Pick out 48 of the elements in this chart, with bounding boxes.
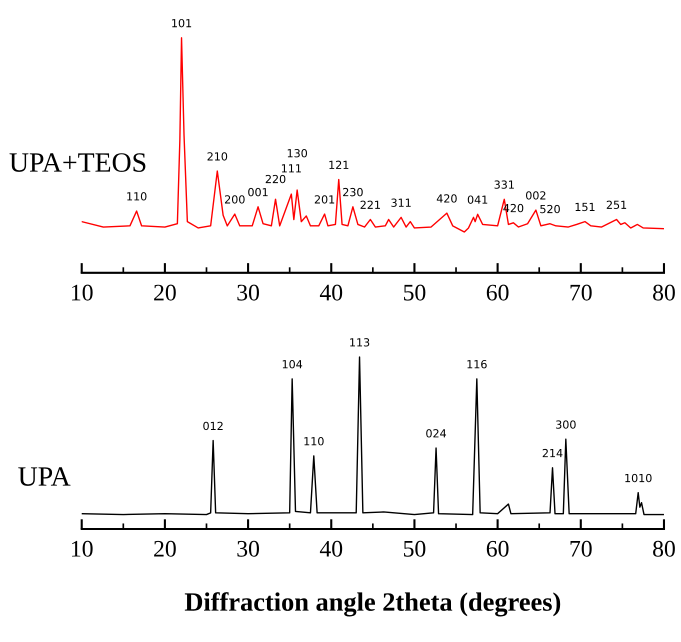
annotation: 113 — [350, 338, 370, 347]
annotation: 101 — [172, 18, 192, 28]
x-tick-label: 50 — [404, 284, 426, 301]
x-tick-label: 70 — [570, 540, 592, 557]
x-tick-label: 60 — [486, 540, 509, 557]
annotation: 201 — [314, 195, 334, 204]
x-axis-title: Diffraction angle 2theta (degrees) — [184, 592, 560, 616]
x-tick-label: 70 — [570, 284, 592, 301]
x-tick-label: 80 — [653, 540, 675, 557]
annotation: 311 — [391, 198, 411, 207]
x-tick-label: 80 — [653, 284, 675, 301]
annotation: 012 — [203, 422, 223, 430]
x-tick-label: 30 — [237, 284, 259, 301]
annotation: 230 — [343, 188, 363, 196]
annotation: 104 — [282, 360, 302, 368]
annotation: 520 — [540, 204, 560, 214]
x-tick-label: 20 — [154, 284, 176, 301]
series-label: UPA — [18, 467, 71, 486]
x-tick-label: 40 — [320, 284, 342, 301]
annotation: 130 — [288, 149, 308, 158]
annotation: 041 — [468, 195, 488, 204]
annotation: 121 — [329, 160, 348, 169]
x-tick-label: 40 — [320, 540, 342, 557]
annotation: 110 — [127, 192, 146, 201]
annotation: 1010 — [625, 474, 652, 482]
x-tick-label: 10 — [72, 540, 93, 557]
annotation: 151 — [576, 202, 595, 212]
annotation: 220 — [266, 174, 286, 184]
annotation: 420 — [436, 194, 457, 203]
x-tick-label: 60 — [486, 284, 509, 301]
x-tick-label: 20 — [154, 540, 176, 557]
annotation: 001 — [248, 188, 268, 196]
annotation: 002 — [526, 191, 546, 200]
annotation: 221 — [360, 200, 380, 209]
x-tick-label: 50 — [404, 540, 426, 557]
annotation: 214 — [542, 448, 562, 458]
x-tick-label: 30 — [237, 540, 259, 557]
annotation: 110 — [304, 437, 324, 446]
annotation: 331 — [494, 180, 514, 189]
annotation: 200 — [224, 195, 245, 204]
annotation: 300 — [556, 420, 576, 429]
annotation: 024 — [426, 429, 446, 438]
x-tick-label: 10 — [72, 284, 93, 301]
annotation: 251 — [606, 200, 626, 210]
annotation: 210 — [208, 152, 228, 161]
series-label: UPA+TEOS — [10, 153, 146, 172]
annotation: 116 — [467, 360, 487, 368]
annotation: 111 — [282, 164, 301, 172]
